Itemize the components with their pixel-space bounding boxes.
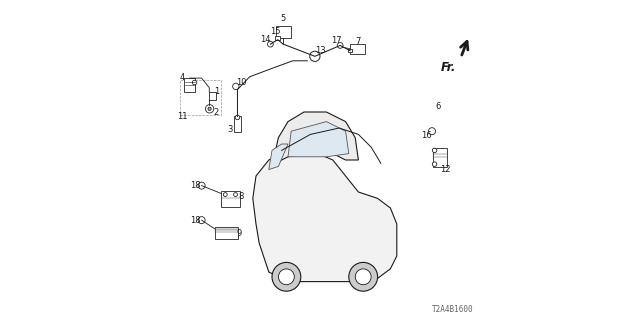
Text: 3: 3 <box>228 125 233 134</box>
Circle shape <box>234 193 237 196</box>
Text: 6: 6 <box>435 102 440 111</box>
Text: T2A4B1600: T2A4B1600 <box>432 305 474 314</box>
Text: 12: 12 <box>440 165 451 174</box>
Circle shape <box>310 51 320 61</box>
Text: 7: 7 <box>355 37 360 46</box>
Polygon shape <box>272 112 358 166</box>
Circle shape <box>223 193 227 196</box>
Bar <box>433 148 447 167</box>
Circle shape <box>337 43 343 48</box>
Text: 17: 17 <box>331 36 341 45</box>
Circle shape <box>192 80 197 85</box>
Circle shape <box>433 148 437 153</box>
Polygon shape <box>288 122 349 157</box>
Text: 14: 14 <box>260 35 271 44</box>
Text: 11: 11 <box>177 112 188 121</box>
Text: 16: 16 <box>422 131 432 140</box>
Bar <box>275 36 280 40</box>
Bar <box>350 44 365 54</box>
Circle shape <box>429 128 435 135</box>
Bar <box>221 191 240 207</box>
Text: 18: 18 <box>191 181 201 190</box>
Circle shape <box>349 262 378 291</box>
Circle shape <box>268 41 273 47</box>
Circle shape <box>208 107 211 110</box>
Circle shape <box>433 162 437 166</box>
Bar <box>209 92 216 100</box>
Circle shape <box>205 105 214 113</box>
Text: 10: 10 <box>236 78 247 87</box>
Text: 9: 9 <box>237 229 242 238</box>
Text: 4: 4 <box>179 73 184 82</box>
Circle shape <box>233 83 239 90</box>
Circle shape <box>236 115 240 120</box>
Bar <box>215 227 238 239</box>
Circle shape <box>198 217 205 224</box>
Text: 1: 1 <box>214 87 220 96</box>
Polygon shape <box>269 144 288 170</box>
Bar <box>275 26 291 38</box>
Text: 13: 13 <box>315 46 325 55</box>
Text: 2: 2 <box>213 108 219 117</box>
Circle shape <box>355 269 371 285</box>
Text: 8: 8 <box>238 192 244 201</box>
Bar <box>234 116 241 132</box>
Bar <box>349 49 352 52</box>
Circle shape <box>198 182 205 189</box>
Text: 5: 5 <box>280 14 286 23</box>
Circle shape <box>278 269 294 285</box>
Circle shape <box>272 262 301 291</box>
Text: Fr.: Fr. <box>440 61 456 74</box>
Bar <box>184 78 195 92</box>
Polygon shape <box>253 150 397 282</box>
Text: 15: 15 <box>270 28 280 36</box>
Bar <box>180 80 221 115</box>
Text: 18: 18 <box>191 216 201 225</box>
